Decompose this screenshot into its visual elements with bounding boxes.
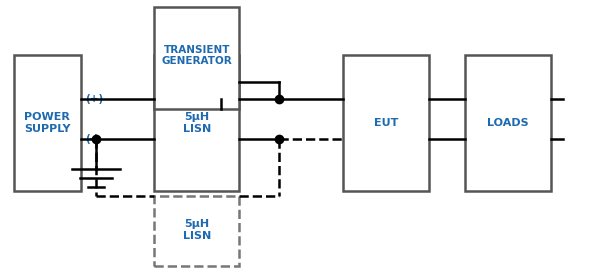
Text: (-): (-) xyxy=(86,134,99,144)
Bar xyxy=(343,55,428,191)
Bar xyxy=(154,7,239,109)
Text: EUT: EUT xyxy=(374,118,398,128)
Text: LOADS: LOADS xyxy=(487,118,528,128)
Bar xyxy=(154,55,239,191)
Text: (+): (+) xyxy=(86,94,104,104)
Text: TRANSIENT
GENERATOR: TRANSIENT GENERATOR xyxy=(161,44,232,66)
Bar xyxy=(13,55,81,191)
Bar xyxy=(154,196,239,266)
Bar xyxy=(465,55,550,191)
Text: POWER
SUPPLY: POWER SUPPLY xyxy=(24,112,70,134)
Text: 5μH
LISN: 5μH LISN xyxy=(183,112,211,134)
Text: 5μH
LISN: 5μH LISN xyxy=(183,219,211,241)
